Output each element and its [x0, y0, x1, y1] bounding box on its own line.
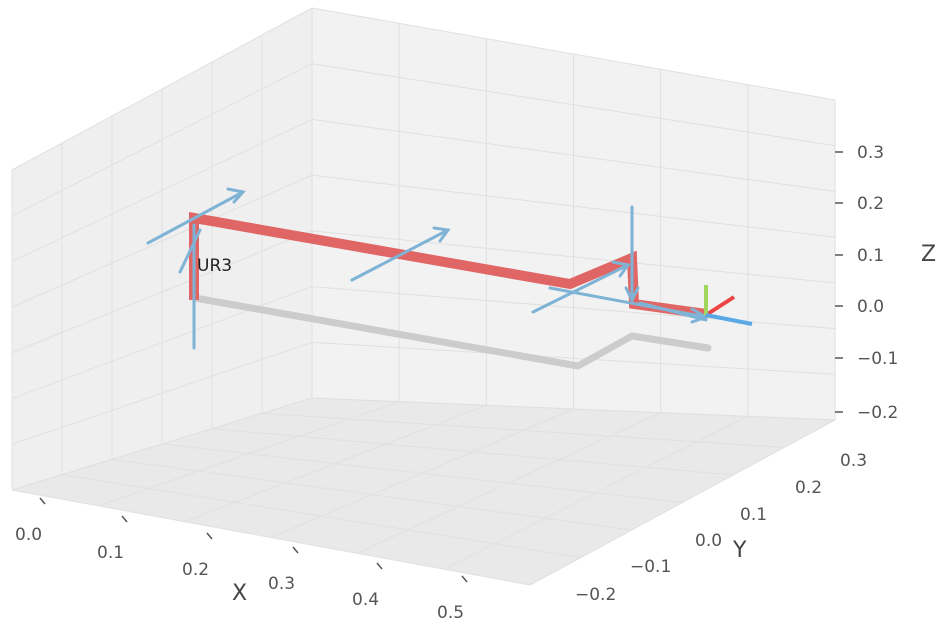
x-tick-mark	[292, 546, 299, 554]
y-tick-label: 0.0	[695, 531, 722, 551]
joint-axis-3	[178, 228, 202, 274]
x-tick-mark	[376, 562, 383, 570]
x-tick-label: 0.5	[437, 603, 464, 623]
y-tick-label: 0.1	[740, 505, 767, 525]
x-tick-label: 0.1	[97, 543, 124, 563]
grid-line	[311, 7, 836, 101]
tick-labels: 0.0 0.1 0.2 0.3 0.4 0.5 −0.2 −0.1 0.0 0.1 0.2 0.3 −0…	[15, 143, 898, 623]
joint-axis-4-head	[432, 226, 451, 243]
robot-shadow	[191, 294, 712, 370]
ee-z-axis	[705, 313, 753, 326]
end-effector-frame	[704, 285, 753, 326]
joint-axis-2	[146, 190, 245, 245]
joint-axis-8	[638, 301, 708, 322]
grid-line	[261, 412, 785, 448]
grid-lines	[11, 7, 836, 586]
y-tick-label: −0.2	[575, 585, 616, 605]
x-tick-label: 0.2	[182, 560, 209, 580]
x-tick-label: 0.0	[15, 525, 42, 545]
x-tick-mark	[206, 532, 213, 540]
y-tick-label: 0.3	[840, 451, 867, 471]
floor-pane	[12, 398, 835, 585]
x-tick-mark	[39, 497, 46, 505]
joint-axis-2-head	[226, 187, 246, 204]
y-tick-label: −0.1	[630, 557, 671, 577]
z-tick-label: 0.2	[857, 194, 884, 214]
joint-axis-6-head	[624, 286, 640, 304]
grid-line	[311, 63, 836, 147]
z-tick-label: 0.0	[857, 297, 884, 317]
x-tick-mark	[461, 575, 468, 583]
z-axis-title: Z	[921, 242, 936, 267]
y-axis-title: Y	[732, 538, 747, 563]
robot-label: UR3	[197, 256, 232, 276]
x-axis-title: X	[232, 581, 247, 606]
y-tick-label: 0.2	[795, 478, 822, 498]
grid-line	[311, 230, 836, 284]
z-tick-label: 0.3	[857, 143, 884, 163]
z-tick-label: 0.1	[857, 246, 884, 266]
grid-line	[311, 397, 836, 421]
joint-axis-5-head	[611, 260, 631, 278]
x-tick-label: 0.3	[268, 574, 295, 594]
x-tick-label: 0.4	[352, 590, 379, 610]
grid-line	[311, 341, 836, 375]
grid-line	[311, 174, 836, 238]
grid-line	[311, 118, 836, 192]
x-tick-mark	[121, 515, 128, 523]
grid-line	[529, 419, 836, 586]
joint-axes	[146, 187, 710, 350]
z-tick-label: −0.1	[857, 349, 898, 369]
joint-axis-5	[531, 263, 630, 314]
joint-axis-4	[350, 228, 450, 282]
axis-ticks	[39, 151, 843, 583]
z-tick-label: −0.2	[857, 403, 898, 423]
ee-x-axis	[704, 295, 736, 317]
